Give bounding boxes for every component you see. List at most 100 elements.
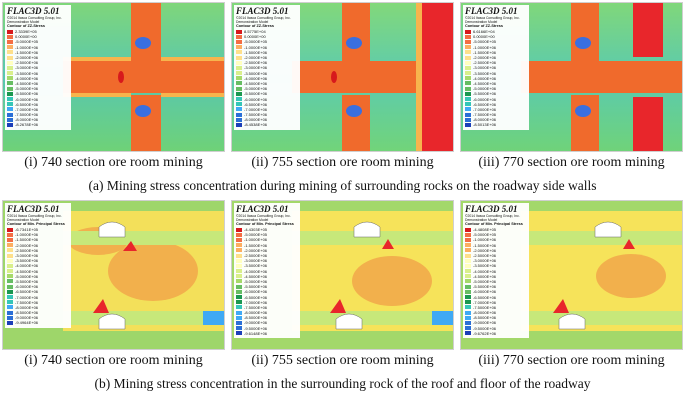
- legend-entry: -6.5000E+06: [465, 294, 527, 300]
- min-principal-stress-panel-770: FLAC3D 5.01 ©2014 Itasca Consulting Grou…: [460, 200, 683, 350]
- legend-entry: -6.0000E+06: [465, 96, 527, 102]
- legend-entry: -2.5000E+06: [7, 248, 69, 253]
- legend-entry: -5.0000E+05: [465, 39, 527, 44]
- legend-swatch: [236, 227, 242, 232]
- legend-swatch: [236, 320, 242, 325]
- legend-entry: -2.0000E+06: [465, 55, 527, 60]
- legend-swatch: [465, 310, 471, 315]
- legend-swatch: [465, 107, 471, 112]
- contour-legend: FLAC3D 5.01 ©2014 Itasca Consulting Grou…: [234, 203, 300, 338]
- legend-swatch: [465, 279, 471, 284]
- legend-entry: -6.5000E+06: [465, 102, 527, 107]
- legend-value: -7.0000E+06: [244, 299, 268, 305]
- legend-value: -9.0000E+06: [473, 320, 497, 326]
- legend-entry: -8.4538E+06: [236, 122, 298, 127]
- legend-value: -9.6148E+06: [244, 330, 268, 336]
- legend-value: -6.7341E+05: [15, 227, 39, 233]
- legend-swatch: [236, 50, 242, 55]
- legend-entry: -6.5000E+06: [7, 102, 69, 107]
- legend-entry: -3.5000E+06: [236, 71, 298, 76]
- legend-value: -1.0000E+06: [15, 44, 39, 50]
- legend-swatch: [7, 295, 13, 300]
- legend-swatch: [7, 274, 13, 279]
- legend-value: -5.0000E+05: [244, 232, 268, 238]
- legend-swatch: [465, 331, 471, 336]
- credit-line: ©2014 Itasca Consulting Group, Inc.: [236, 16, 291, 20]
- legend-value: -5.0000E+06: [244, 86, 268, 92]
- legend-entry: -8.0000E+06: [465, 117, 527, 122]
- contour-legend: FLAC3D 5.01 ©2014 Itasca Consulting Grou…: [234, 5, 300, 130]
- legend-value: -8.0000E+06: [473, 117, 497, 123]
- legend-swatch: [465, 258, 471, 263]
- legend-swatch: [465, 91, 471, 96]
- legend-value: -4.0000E+06: [244, 75, 268, 81]
- legend-swatch: [236, 232, 242, 237]
- legend-swatch: [236, 269, 242, 274]
- legend-swatch: [7, 117, 13, 122]
- legend-swatch: [236, 76, 242, 81]
- legend-entry: -2.5000E+06: [236, 253, 298, 258]
- legend-value: -8.2678E+06: [15, 122, 39, 128]
- legend-entry: -2.0000E+06: [7, 243, 69, 248]
- min-principal-stress-panel-740: FLAC3D 5.01 ©2014 Itasca Consulting Grou…: [2, 200, 225, 350]
- legend-entry: -7.5000E+06: [236, 112, 298, 117]
- legend-entry: -7.0000E+06: [465, 300, 527, 305]
- legend-entry: -4.0000E+06: [465, 76, 527, 81]
- legend-entry: -6.0000E+06: [236, 289, 298, 294]
- credit-line: ©2014 Itasca Consulting Group, Inc.: [7, 16, 62, 20]
- contour-title: Contour of Min. Principal Stress: [465, 222, 523, 226]
- legend-entry: -1.5000E+06: [465, 243, 527, 248]
- legend-value: -7.0000E+06: [15, 106, 39, 112]
- contour-title: Contour of Min. Principal Stress: [7, 222, 65, 226]
- legend-entry: -2.0000E+06: [465, 248, 527, 253]
- legend-value: -6.0000E+06: [473, 96, 497, 102]
- legend-entry: -1.0000E+06: [465, 237, 527, 242]
- legend-value: -4.0000E+06: [15, 263, 39, 269]
- legend-entry: -6.0000E+06: [465, 289, 527, 294]
- legend-swatch: [465, 305, 471, 310]
- legend-swatch: [465, 112, 471, 117]
- legend-entry: -3.5000E+06: [236, 263, 298, 268]
- legend-value: 6.6166E+04: [473, 29, 495, 35]
- legend-swatch: [465, 315, 471, 320]
- legend-entry: -9.0000E+06: [7, 315, 69, 320]
- legend-swatch: [236, 86, 242, 91]
- software-label: FLAC3D 5.01: [465, 6, 518, 16]
- legend-swatch: [7, 55, 13, 60]
- legend-value: -2.5000E+06: [15, 60, 39, 66]
- credit-line: ©2014 Itasca Consulting Group, Inc.: [236, 214, 291, 218]
- legend-value: -2.5000E+06: [15, 247, 39, 253]
- legend-swatch: [465, 237, 471, 242]
- legend-entry: -8.0000E+06: [7, 305, 69, 310]
- legend-entry: -3.5000E+06: [7, 258, 69, 263]
- legend-entry: 6.6166E+04: [465, 29, 527, 34]
- legend-value: -5.0000E+05: [15, 39, 39, 45]
- legend-value: -4.4808E+05: [473, 227, 497, 233]
- legend-value: -2.0000E+06: [15, 242, 39, 248]
- contour-legend: FLAC3D 5.01 ©2014 Itasca Consulting Grou…: [463, 203, 529, 338]
- legend-entry: -5.0000E+06: [465, 279, 527, 284]
- legend-value: -4.5000E+06: [15, 268, 39, 274]
- legend-entry: -7.5000E+06: [7, 300, 69, 305]
- legend-swatch: [7, 315, 13, 320]
- legend-entry: -4.5000E+06: [465, 81, 527, 86]
- legend-entry: -4.0000E+06: [236, 269, 298, 274]
- legend-value: -7.0000E+06: [244, 106, 268, 112]
- legend-value: -4.0000E+06: [244, 268, 268, 274]
- legend-swatch: [7, 60, 13, 65]
- legend-value: -3.5000E+06: [15, 258, 39, 264]
- legend-swatch: [465, 71, 471, 76]
- legend-entry: -2.0000E+06: [7, 55, 69, 60]
- legend-value: -3.5000E+06: [15, 70, 39, 76]
- contour-title: Contour of Min. Principal Stress: [236, 222, 294, 226]
- legend-value: -3.5000E+06: [473, 263, 497, 269]
- legend-value: -7.5000E+06: [15, 112, 39, 118]
- legend-entry: -4.5000E+06: [7, 269, 69, 274]
- legend-value: -4.5000E+06: [15, 80, 39, 86]
- panel-caption: (ii) 755 section ore room mining: [251, 353, 434, 368]
- legend-entry: -5.0000E+05: [465, 232, 527, 237]
- legend-entry: -1.0000E+06: [7, 45, 69, 50]
- legend-swatch: [7, 86, 13, 91]
- legend-swatch: [7, 310, 13, 315]
- legend-rows: 6.6166E+04 0.0000E+00 -5.0000E+05 -1.0000E+…: [465, 29, 527, 128]
